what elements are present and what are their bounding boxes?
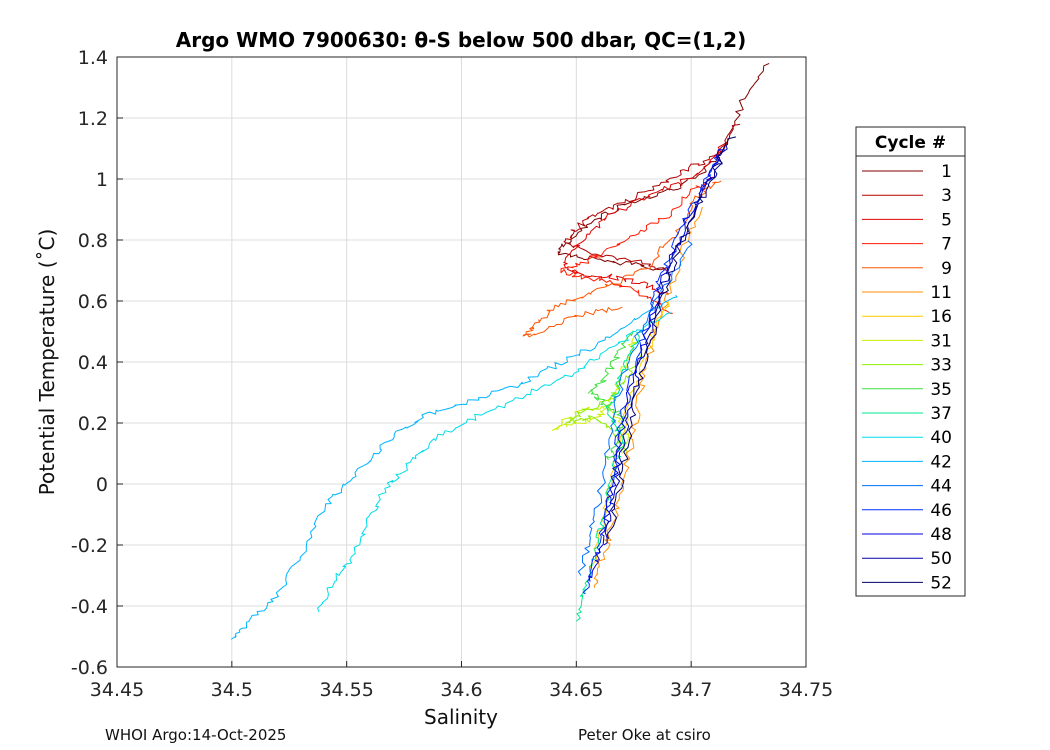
series-line-cycle-11 xyxy=(593,206,703,588)
series-line-cycle-33 xyxy=(565,353,642,454)
chart-title: Argo WMO 7900630: θ-S below 500 dbar, QC… xyxy=(176,28,746,52)
plot-area: 34.45 34.5 34.55 34.6 34.65 34.7 34.75 -0.6 -0.4… xyxy=(71,47,833,701)
y-tick-label: -0.2 xyxy=(71,535,108,557)
y-tick-label: 1.4 xyxy=(78,47,108,69)
legend-label-52: 52 xyxy=(930,573,952,593)
axis-ticks: 34.45 34.5 34.55 34.6 34.65 34.7 34.75 -0.6 -0.4… xyxy=(71,47,833,701)
legend-label-42: 42 xyxy=(930,452,952,472)
series-line-cycle-3 xyxy=(563,123,740,271)
x-tick-label: 34.75 xyxy=(779,679,833,701)
x-tick-label: 34.7 xyxy=(670,679,712,701)
y-tick-label: -0.6 xyxy=(71,657,108,679)
series-line-cycle-9 xyxy=(522,180,722,338)
legend-label-3: 3 xyxy=(941,186,952,206)
legend-label-33: 33 xyxy=(930,356,952,376)
legend-label-50: 50 xyxy=(930,549,952,569)
footer-left: WHOI Argo:14-Oct-2025 xyxy=(105,726,287,744)
y-tick-label: 0.2 xyxy=(78,413,108,435)
series-line-cycle-5 xyxy=(563,143,727,296)
legend-label-40: 40 xyxy=(930,428,952,448)
x-tick-label: 34.5 xyxy=(211,679,253,701)
y-tick-label: 0 xyxy=(96,474,108,496)
legend-label-31: 31 xyxy=(930,331,952,351)
legend-box xyxy=(855,126,966,597)
legend-label-11: 11 xyxy=(930,283,952,303)
series-line-cycle-52 xyxy=(606,136,737,540)
legend-title: Cycle # xyxy=(875,133,946,153)
series-line-cycle-44 xyxy=(577,240,693,576)
legend-label-44: 44 xyxy=(930,477,952,497)
legend-label-48: 48 xyxy=(930,525,952,545)
x-tick-label: 34.55 xyxy=(319,679,373,701)
legend-label-16: 16 xyxy=(930,307,952,327)
y-tick-label: 1.2 xyxy=(78,108,108,130)
legend-label-37: 37 xyxy=(930,404,952,424)
x-axis-label: Salinity xyxy=(424,705,498,729)
series-line-cycle-40 xyxy=(317,312,672,613)
x-tick-label: 34.6 xyxy=(440,679,482,701)
y-tick-label: 1 xyxy=(96,169,108,191)
legend-label-5: 5 xyxy=(941,210,952,230)
legend-label-9: 9 xyxy=(941,259,952,279)
series-lines xyxy=(231,62,770,640)
legend-label-7: 7 xyxy=(941,235,952,255)
legend-label-1: 1 xyxy=(941,162,952,182)
y-tick-label: 0.8 xyxy=(78,230,108,252)
y-tick-label: 0.4 xyxy=(78,352,108,374)
x-tick-label: 34.45 xyxy=(90,679,144,701)
y-tick-label: -0.4 xyxy=(71,596,108,618)
legend-label-46: 46 xyxy=(930,501,952,521)
footer-right: Peter Oke at csiro xyxy=(578,726,711,744)
series-line-cycle-31 xyxy=(551,335,638,454)
y-axis-label: Potential Temperature (˚C) xyxy=(35,229,59,496)
series-line-cycle-42 xyxy=(231,294,678,640)
series-line-cycle-7 xyxy=(560,176,713,314)
x-tick-label: 34.65 xyxy=(549,679,603,701)
y-tick-label: 0.6 xyxy=(78,291,108,313)
legend-label-35: 35 xyxy=(930,380,952,400)
